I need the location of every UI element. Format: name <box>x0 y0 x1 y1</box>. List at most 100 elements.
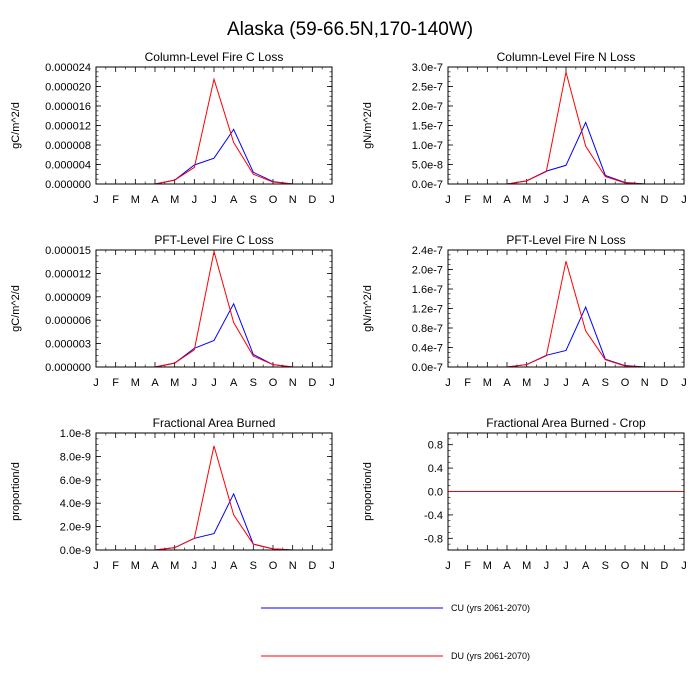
y-tick-label: 1.6e-7 <box>412 284 443 296</box>
y-tick-label: 1.5e-7 <box>412 121 443 133</box>
panel-title: Column-Level Fire N Loss <box>497 50 636 64</box>
x-tick-label: D <box>308 377 316 389</box>
y-tick-label: 0.0 <box>428 487 443 499</box>
x-tick-label: A <box>582 560 590 572</box>
y-tick-label: 0.000009 <box>45 292 91 304</box>
x-tick-label: D <box>308 560 316 572</box>
y-tick-label: 2.4e-7 <box>412 245 443 257</box>
y-axis-label: proportion/d <box>362 462 374 521</box>
y-tick-label: 0.000006 <box>45 315 91 327</box>
plot-frame <box>447 432 685 551</box>
series-line-du <box>96 77 332 185</box>
x-tick-label: S <box>250 194 257 206</box>
x-tick-label: M <box>170 194 179 206</box>
x-tick-label: J <box>93 560 99 572</box>
y-tick-label: 0.4e-7 <box>412 343 443 355</box>
figure-title: Alaska (59-66.5N,170-140W) <box>227 19 473 40</box>
x-tick-label: J <box>211 377 217 389</box>
y-axis-label: proportion/d <box>10 462 22 521</box>
y-tick-label: 3.0e-7 <box>412 62 443 74</box>
y-tick-label: 0.0e-9 <box>60 545 91 557</box>
y-axis-label: gN/m^2/d <box>362 102 374 149</box>
x-tick-label: J <box>93 377 99 389</box>
plot-frame <box>447 66 685 185</box>
y-axis-label: gC/m^2/d <box>10 285 22 332</box>
y-tick-label: 1.2e-7 <box>412 304 443 316</box>
y-tick-label: 0.000016 <box>45 101 91 113</box>
x-tick-label: M <box>483 377 492 389</box>
x-tick-label: J <box>445 560 451 572</box>
x-tick-label: A <box>230 377 238 389</box>
x-tick-label: J <box>192 194 198 206</box>
series-line-cu <box>96 302 332 368</box>
panel-title: PFT-Level Fire C Loss <box>154 233 273 247</box>
y-tick-label: 0.4 <box>428 463 443 475</box>
x-tick-label: J <box>563 560 569 572</box>
x-tick-label: O <box>621 560 630 572</box>
x-tick-label: F <box>112 560 119 572</box>
y-tick-label: 0.000012 <box>45 121 91 133</box>
y-tick-label: 8.0e-9 <box>60 451 91 463</box>
x-tick-label: D <box>308 194 316 206</box>
y-tick-label: 0.000012 <box>45 268 91 280</box>
panel-title: PFT-Level Fire N Loss <box>506 233 625 247</box>
series-line-cu <box>96 128 332 185</box>
x-tick-label: D <box>660 560 668 572</box>
x-tick-label: J <box>544 377 550 389</box>
x-tick-label: A <box>151 560 159 572</box>
x-tick-label: D <box>660 194 668 206</box>
y-axis-label: gN/m^2/d <box>362 285 374 332</box>
x-tick-label: O <box>269 560 278 572</box>
x-tick-label: J <box>445 377 451 389</box>
y-tick-label: 0.000015 <box>45 245 91 257</box>
x-tick-label: J <box>211 560 217 572</box>
x-tick-label: J <box>192 560 198 572</box>
y-tick-label: 0.8e-7 <box>412 323 443 335</box>
x-tick-label: M <box>131 194 140 206</box>
x-tick-label: M <box>483 194 492 206</box>
x-tick-label: J <box>329 377 335 389</box>
y-tick-label: 0.000020 <box>45 82 91 94</box>
x-tick-label: M <box>170 560 179 572</box>
y-tick-label: 0.000000 <box>45 179 91 191</box>
y-tick-label: 0.000000 <box>45 362 91 374</box>
x-tick-label: M <box>522 560 531 572</box>
panel-title: Column-Level Fire C Loss <box>145 50 284 64</box>
x-tick-label: F <box>112 377 119 389</box>
legend-label: CU (yrs 2061-2070) <box>451 603 530 613</box>
panel-title: Fractional Area Burned - Crop <box>486 416 646 430</box>
series-line-du <box>96 445 332 551</box>
x-tick-label: J <box>563 377 569 389</box>
x-tick-label: A <box>151 377 159 389</box>
y-tick-label: 2.5e-7 <box>412 82 443 94</box>
y-tick-label: 1.0e-7 <box>412 140 443 152</box>
chart-panel: Fractional Area Burned - Crop proportion/… <box>362 416 687 572</box>
y-axis-label: gC/m^2/d <box>10 102 22 149</box>
series-line-cu <box>448 305 684 368</box>
x-tick-label: S <box>250 377 257 389</box>
x-tick-label: J <box>544 194 550 206</box>
y-tick-label: 0.000024 <box>45 62 91 74</box>
x-tick-label: S <box>250 560 257 572</box>
x-tick-label: A <box>503 560 511 572</box>
x-tick-label: A <box>503 194 511 206</box>
x-tick-label: N <box>289 194 297 206</box>
plot-frame <box>95 432 333 551</box>
x-tick-label: M <box>131 560 140 572</box>
series-line-du <box>448 71 684 185</box>
x-tick-label: N <box>641 560 649 572</box>
series-line-du <box>448 261 684 368</box>
x-tick-label: M <box>483 560 492 572</box>
x-tick-label: J <box>563 194 569 206</box>
legend: CU (yrs 2061-2070) DU (yrs 2061-2070) <box>261 603 530 661</box>
series-line-cu <box>448 121 684 185</box>
x-tick-label: A <box>582 194 590 206</box>
plot-frame <box>447 249 685 368</box>
x-tick-label: N <box>289 560 297 572</box>
x-tick-label: A <box>582 377 590 389</box>
x-tick-label: J <box>192 377 198 389</box>
